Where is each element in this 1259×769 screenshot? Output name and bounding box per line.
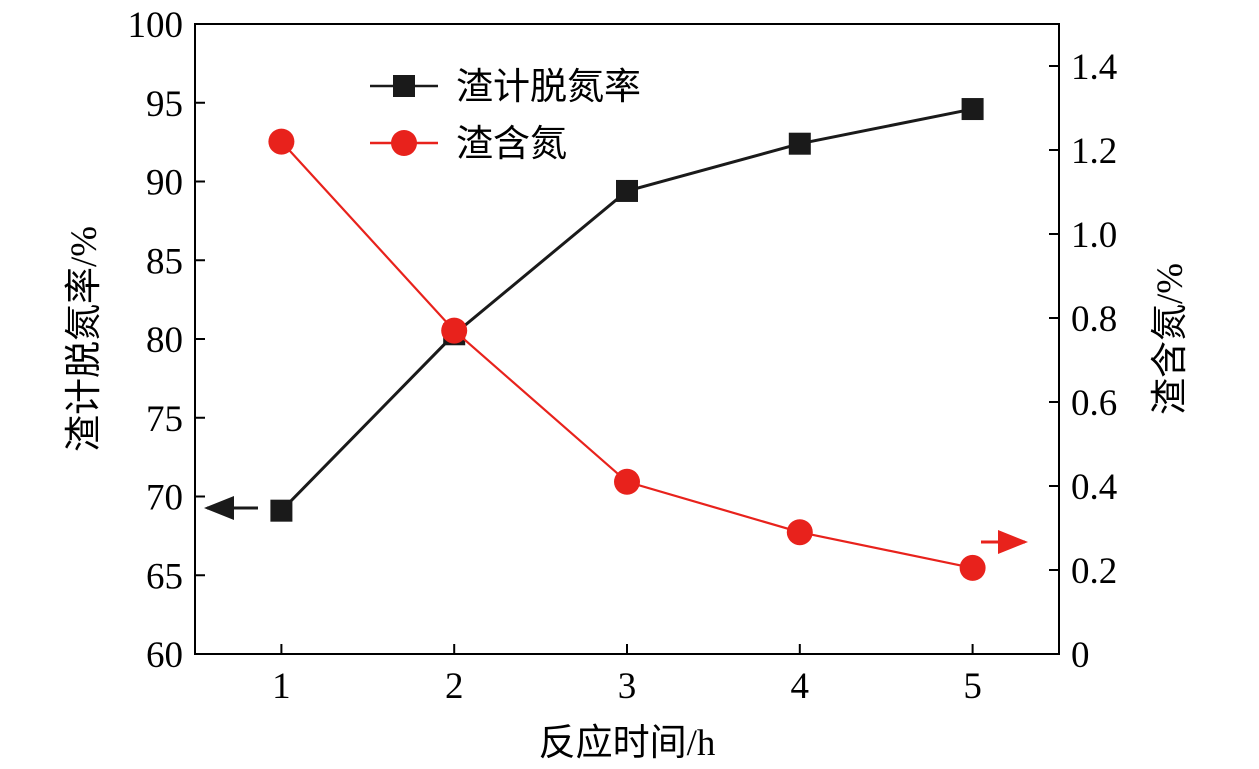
y-left-tick-label: 95 (146, 84, 183, 125)
y-left-tick-label: 80 (146, 320, 183, 361)
series-layer (268, 98, 986, 581)
y-left-tick-label: 70 (146, 478, 183, 519)
x-tick-label: 2 (445, 666, 464, 707)
legend-marker-square (393, 75, 415, 97)
x-tick-label: 4 (791, 666, 810, 707)
legend-label: 渣含氮 (456, 123, 567, 165)
y-right-tick-label: 0 (1071, 635, 1090, 676)
data-point-square (788, 132, 811, 155)
y-left-tick-label: 90 (146, 163, 183, 204)
data-point-circle (614, 468, 640, 495)
y-right-tick-label: 1.4 (1071, 47, 1117, 88)
data-point-circle (959, 554, 986, 581)
y-right-tick-label: 0.8 (1071, 299, 1117, 340)
y-left-tick-label: 100 (128, 5, 184, 46)
legend-marker-circle (391, 130, 417, 156)
data-point-circle (786, 519, 813, 546)
data-point-square (616, 179, 638, 202)
y-left-tick-label: 85 (146, 241, 183, 282)
y-left-tick-label: 65 (146, 556, 183, 597)
series-line-2 (280, 140, 973, 569)
y-right-axis-title: 渣含氮/% (1149, 263, 1191, 415)
data-point-circle (441, 317, 468, 344)
x-tick-label: 5 (963, 666, 982, 707)
y-left-axis-title: 渣计脱氮率/% (63, 226, 105, 452)
axis-ticks (195, 23, 1059, 655)
data-point-circle (268, 128, 295, 155)
y-right-tick-label: 0.6 (1071, 383, 1117, 424)
x-tick-label: 1 (272, 666, 291, 707)
axis-tick-labels: 1 2 3 4 5 60 65 70 75 80 85 90 95 100 0 0.2 0.4 0.6 0.8 1.0… (128, 5, 1118, 707)
x-axis-title: 反应时间/h (539, 722, 716, 764)
y-right-tick-label: 1.0 (1071, 215, 1117, 256)
series-line-1 (280, 107, 973, 512)
y-left-tick-label: 60 (146, 635, 183, 676)
legend-label: 渣计脱氮率 (456, 66, 641, 108)
data-point-square (270, 499, 293, 522)
y-left-tick-label: 75 (146, 399, 183, 440)
data-point-square (961, 98, 984, 121)
y-right-tick-label: 1.2 (1071, 131, 1117, 172)
x-tick-label: 3 (618, 666, 637, 707)
y-right-tick-label: 0.4 (1071, 467, 1117, 508)
y-right-tick-label: 0.2 (1071, 551, 1117, 592)
